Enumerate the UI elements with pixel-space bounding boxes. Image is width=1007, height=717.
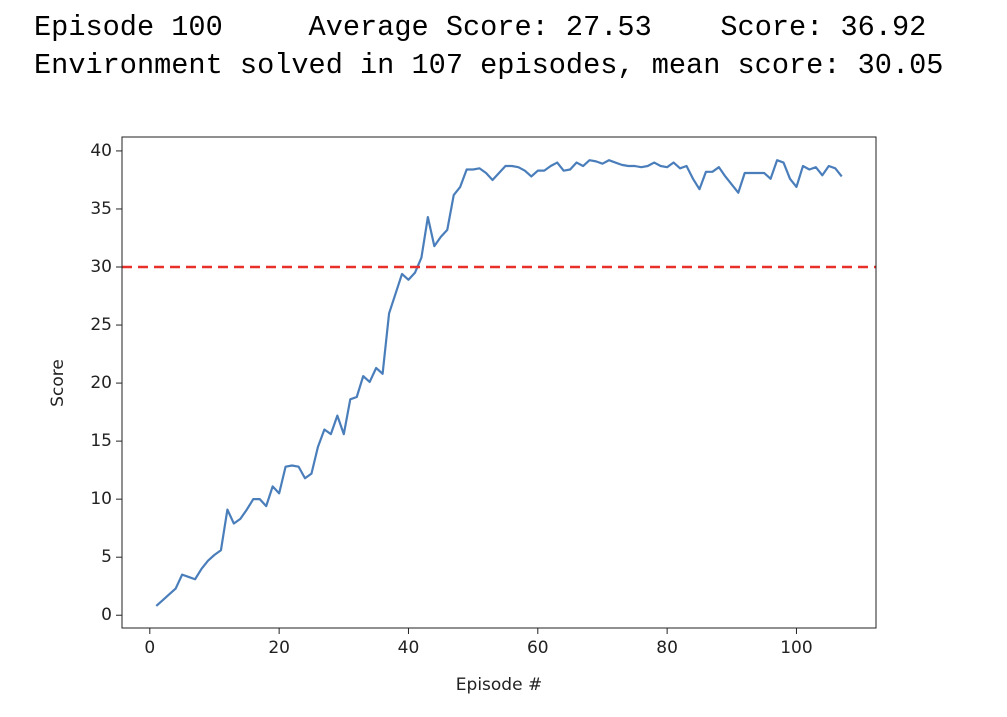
- y-tick-label: 25: [90, 315, 112, 335]
- plot-frame: [121, 136, 877, 629]
- x-tick-label: 20: [268, 638, 290, 658]
- x-tick-label: 100: [780, 638, 812, 658]
- x-axis-label: Episode #: [456, 675, 542, 695]
- y-tick-label: 15: [90, 431, 112, 451]
- x-tick-label: 60: [527, 638, 549, 658]
- y-axis-label: Score: [48, 359, 68, 407]
- y-tick-label: 30: [90, 257, 112, 277]
- y-tick-label: 40: [90, 141, 112, 161]
- output-line: Episode 100 Average Score: 27.53 Score: …: [34, 11, 927, 44]
- y-tick-label: 5: [101, 547, 112, 567]
- y-tick-label: 20: [90, 373, 112, 393]
- y-tick-label: 0: [101, 605, 112, 625]
- y-tick-label: 35: [90, 199, 112, 219]
- data-line: [155, 159, 843, 607]
- x-tick-label: 40: [398, 638, 420, 658]
- y-tick-label: 10: [90, 489, 112, 509]
- x-tick-label: 0: [144, 638, 155, 658]
- output-line: Environment solved in 107 episodes, mean…: [34, 49, 944, 82]
- x-tick-label: 80: [656, 638, 678, 658]
